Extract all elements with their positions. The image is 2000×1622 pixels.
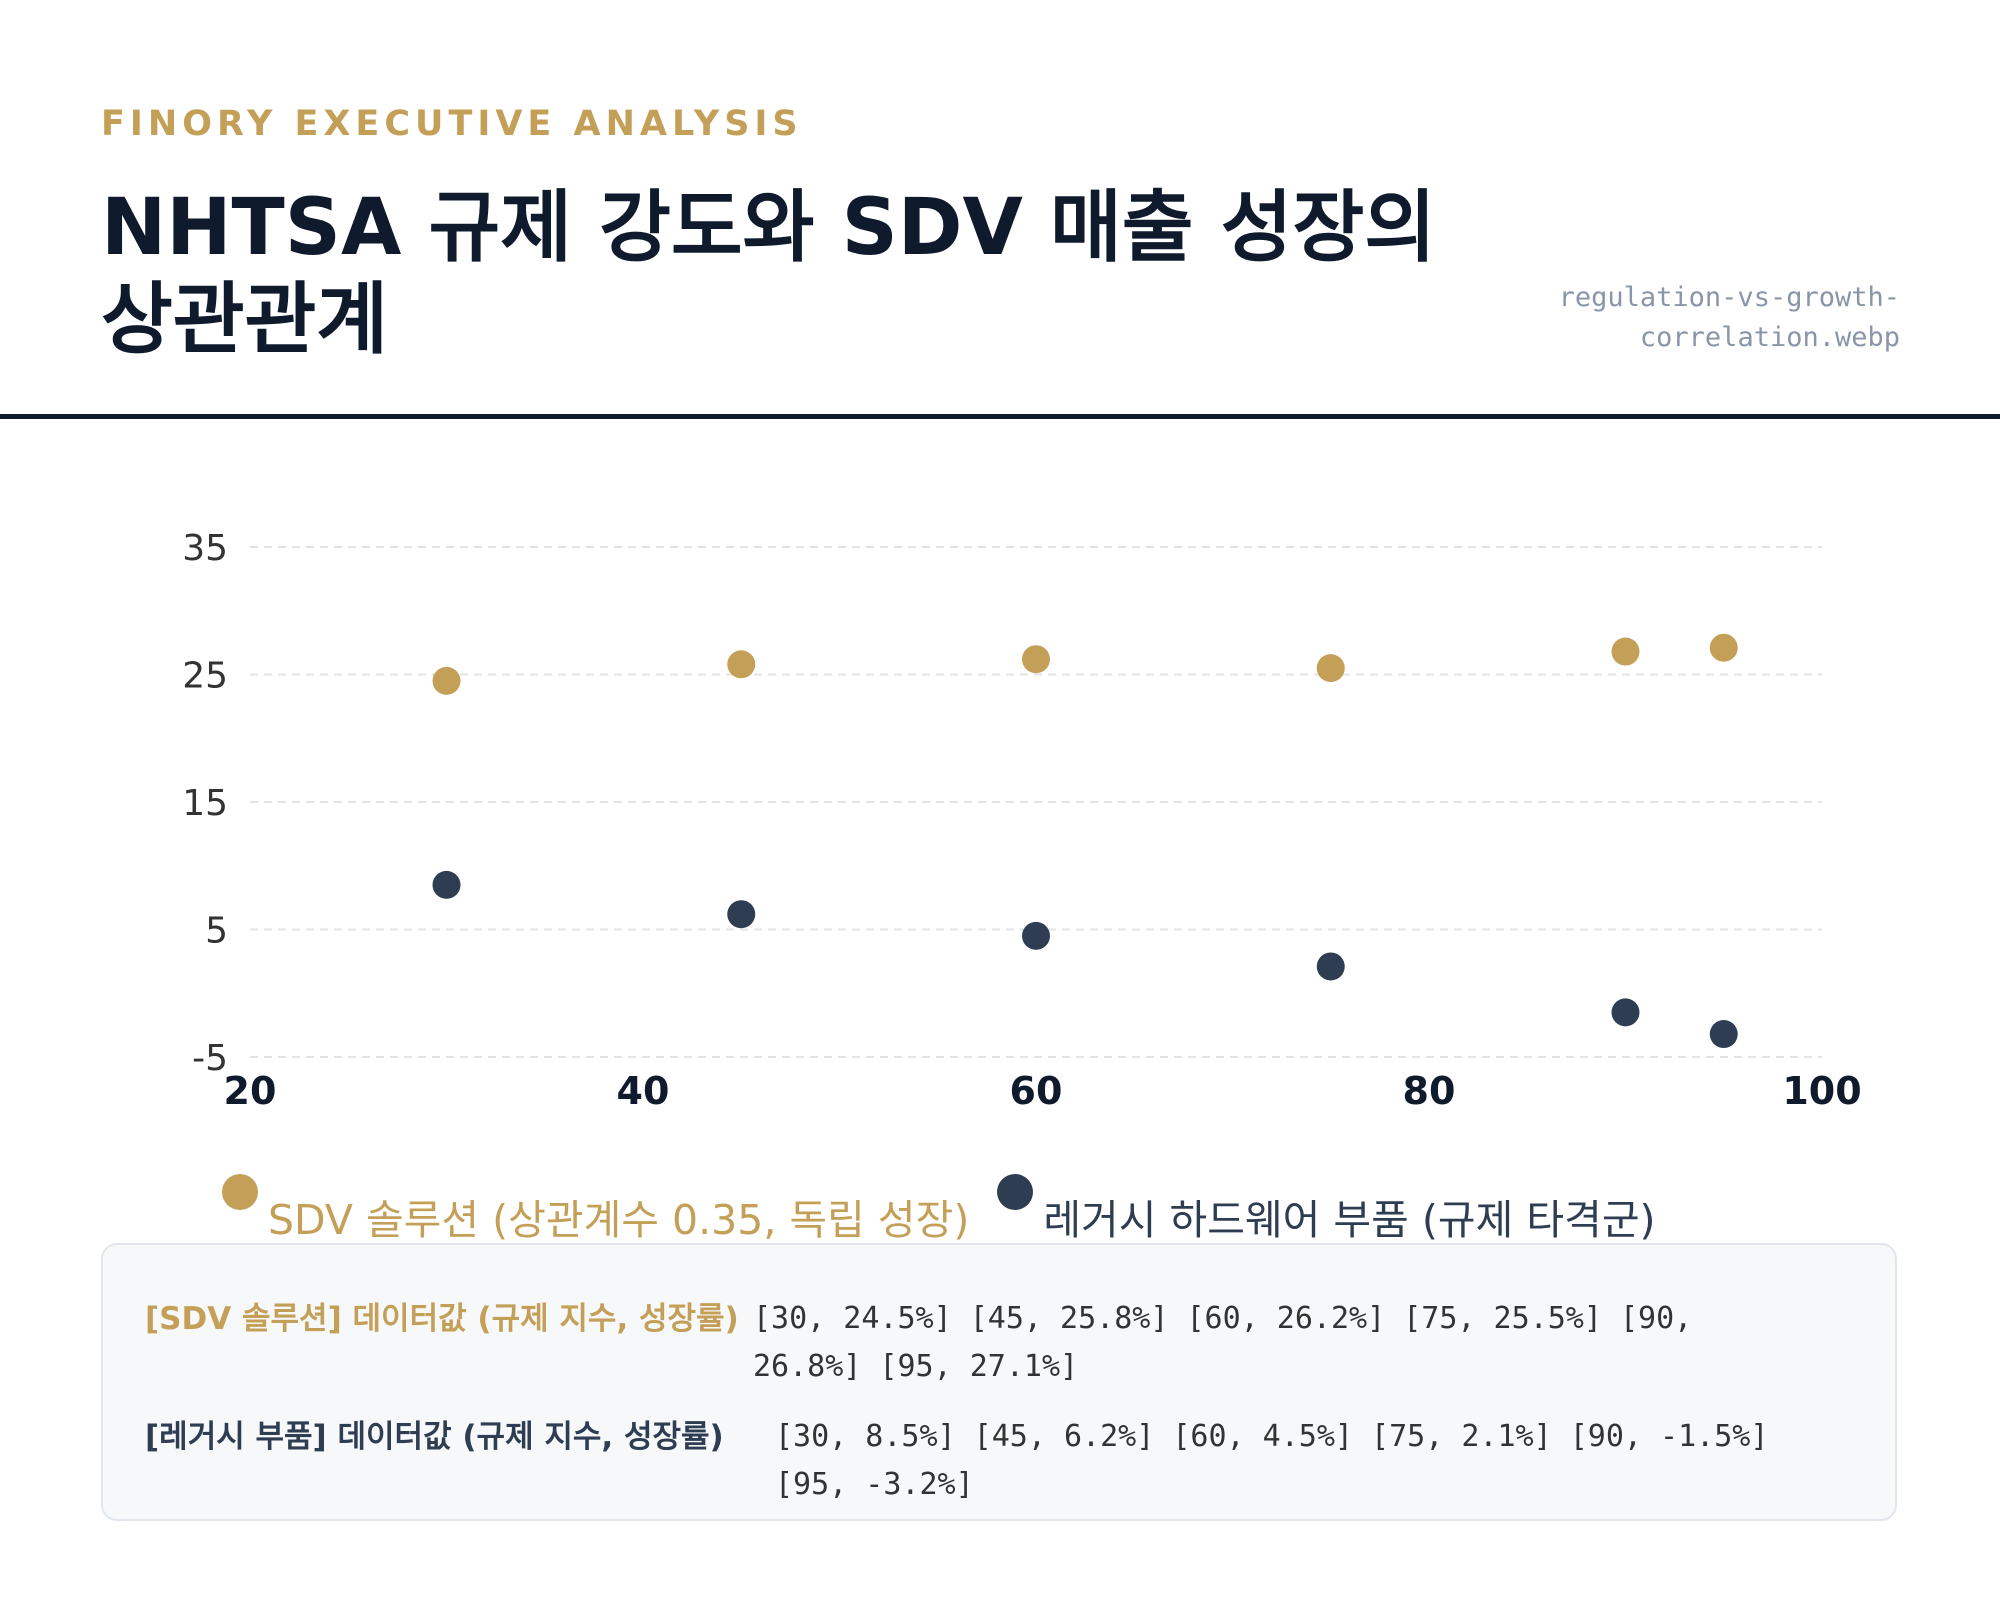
data-points [432,633,1738,1049]
y-tick-label: 25 [182,656,228,697]
y-tick-label: -5 [192,1038,228,1079]
x-axis: 20 40 60 80 100 [224,1069,1862,1113]
y-tick-label: 35 [182,528,228,569]
point-legacy[interactable] [1709,1020,1738,1049]
x-tick-label: 40 [617,1069,670,1113]
grid-layer [250,546,1822,1058]
header-divider [0,414,2000,419]
point-sdv[interactable] [1022,645,1050,674]
legend-swatch-legacy [997,1174,1034,1210]
data-row-label-sdv: [SDV 솔루션] 데이터값 (규제 지수, 성장률) [145,1301,739,1337]
x-tick-label: 80 [1403,1069,1456,1113]
point-legacy[interactable] [1316,952,1345,981]
point-legacy[interactable] [1611,998,1640,1027]
kicker-label: FINORY EXECUTIVE ANALYSIS [101,104,803,144]
x-tick-label: 20 [224,1069,277,1113]
chart-legend: SDV 솔루션 (상관계수 0.35, 독립 성장) 레거시 하드웨어 부품 (… [222,1170,1656,1244]
point-legacy[interactable] [1022,921,1050,950]
point-legacy[interactable] [727,900,756,929]
data-row-label-legacy: [레거시 부품] 데이터값 (규제 지수, 성장률) [145,1419,724,1455]
y-tick-label: 5 [205,911,228,952]
y-tick-label: 15 [182,783,228,824]
legend-label-sdv: SDV 솔루션 (상관계수 0.35, 독립 성장) [268,1196,970,1244]
legend-swatch-sdv [222,1174,258,1210]
legend-label-legacy: 레거시 하드웨어 부품 (규제 타격군) [1043,1196,1656,1244]
x-tick-label: 60 [1010,1069,1063,1113]
file-name: regulation-vs-growth-correlation.webp [1558,282,1900,353]
point-sdv[interactable] [1611,637,1640,666]
data-row-values-sdv: [30, 24.5%] [45, 25.8%] [60, 26.2%] [75,… [753,1301,1693,1384]
point-legacy[interactable] [432,870,461,899]
point-sdv[interactable] [1316,654,1345,683]
x-tick-label: 100 [1782,1069,1861,1113]
legend-item-sdv[interactable]: SDV 솔루션 (상관계수 0.35, 독립 성장) [222,1170,969,1246]
scatter-chart: -5 5 15 25 35 20 40 60 80 100 [182,528,1862,1113]
y-axis: -5 5 15 25 35 [182,528,228,1079]
legend-item-legacy[interactable]: 레거시 하드웨어 부품 (규제 타격군) [997,1170,1656,1246]
point-sdv[interactable] [432,666,461,695]
page-title: NHTSA 규제 강도와 SDV 매출 성장의 상관관계 [101,183,1436,365]
data-values-panel: [SDV 솔루션] 데이터값 (규제 지수, 성장률) [30, 24.5%] … [101,1243,1897,1521]
point-sdv[interactable] [1709,633,1738,662]
data-row-values-legacy: [30, 8.5%] [45, 6.2%] [60, 4.5%] [75, 2.… [775,1419,1769,1502]
point-sdv[interactable] [727,650,756,679]
